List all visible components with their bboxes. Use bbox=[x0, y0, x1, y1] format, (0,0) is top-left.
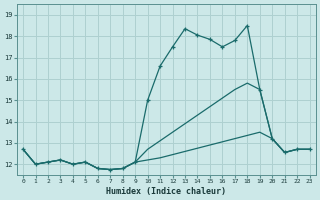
X-axis label: Humidex (Indice chaleur): Humidex (Indice chaleur) bbox=[106, 187, 226, 196]
